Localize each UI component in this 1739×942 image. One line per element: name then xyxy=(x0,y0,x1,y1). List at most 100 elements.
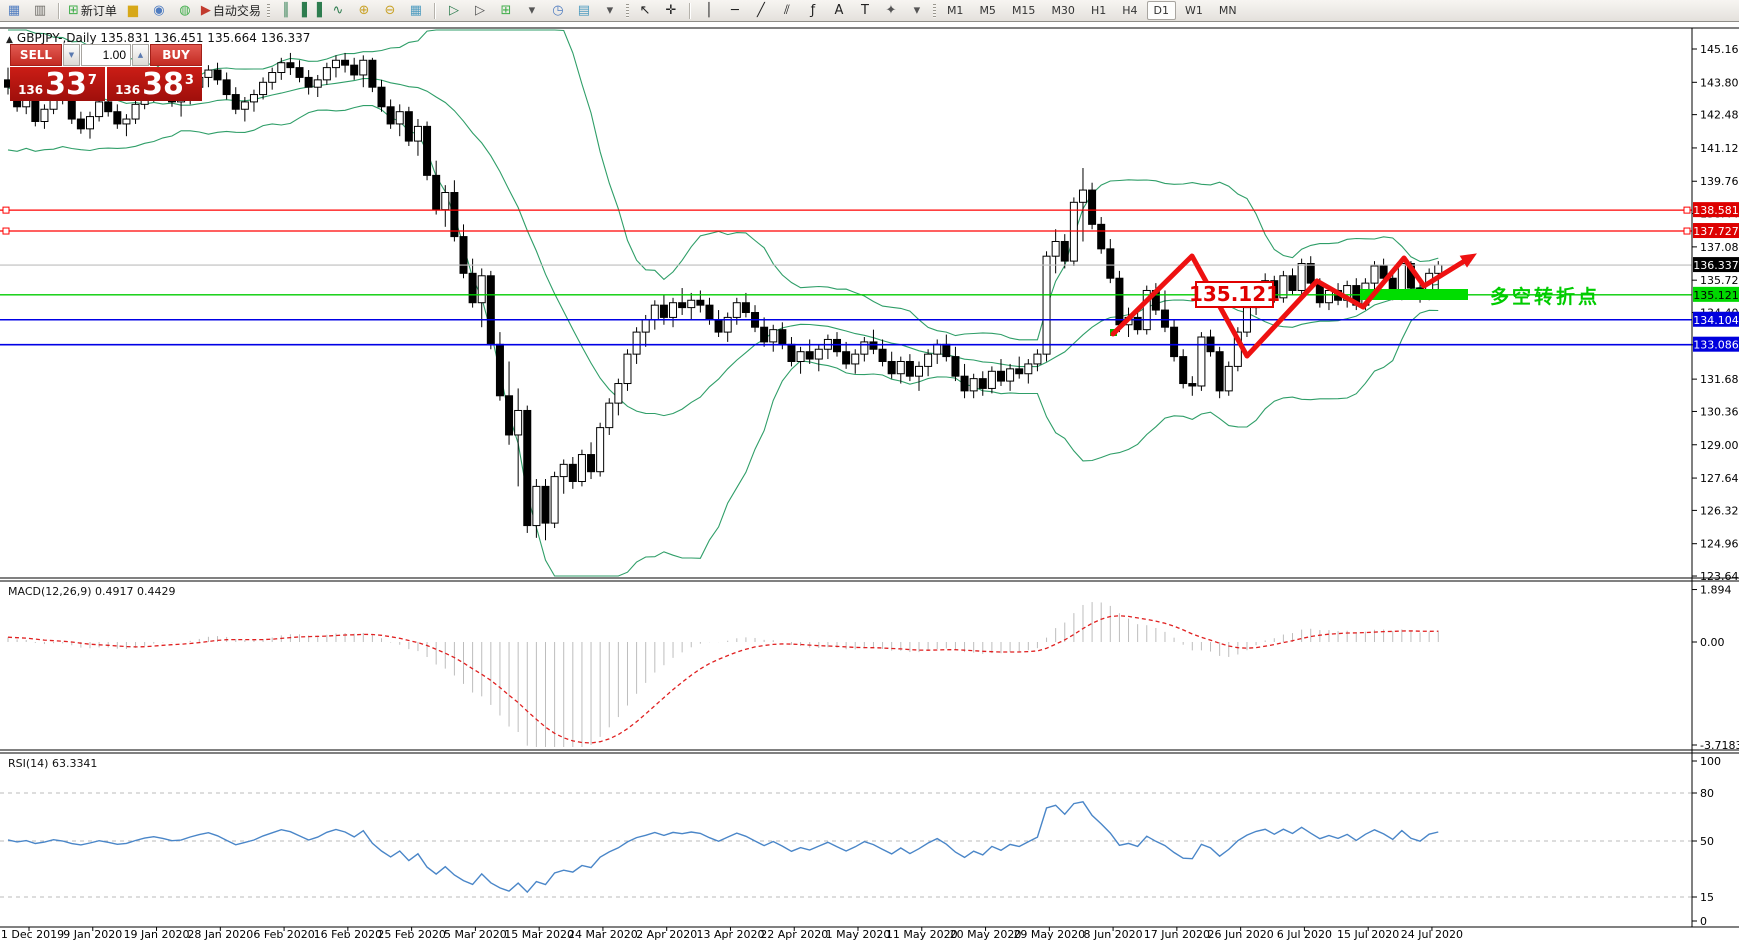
dropdown-caret-icon[interactable]: ▾ xyxy=(905,1,929,21)
timeframe-h4[interactable]: H4 xyxy=(1122,4,1138,17)
fibonacci-icon[interactable]: ƒ xyxy=(801,1,825,21)
shapes-icon[interactable]: ✦ xyxy=(879,1,903,21)
trendline-icon[interactable]: ╱ xyxy=(749,1,773,21)
date-label: 17 Jun 2020 xyxy=(1144,928,1210,941)
candlestick-chart-icon[interactable]: ▌▐ xyxy=(300,1,324,21)
chart-background xyxy=(0,22,1739,942)
macd-tick-label: 1.894 xyxy=(1700,584,1732,597)
period-clock-icon[interactable]: ◷ xyxy=(546,1,570,21)
line-handle xyxy=(2,206,10,214)
chart-shift-icon[interactable]: ▷ xyxy=(468,1,492,21)
trendline-icon: ╱ xyxy=(757,3,765,18)
dropdown-caret-icon: ▾ xyxy=(528,3,536,18)
toolbar-separator xyxy=(688,2,691,19)
crosshair-icon[interactable]: ✛ xyxy=(659,1,683,21)
collapse-arrow-icon[interactable]: ▲ xyxy=(6,35,13,45)
trend-zigzag-arrow[interactable] xyxy=(1110,253,1474,359)
toolbar-grip[interactable] xyxy=(932,3,936,18)
price-badge-label: 138.581 xyxy=(1693,204,1739,217)
arrowhead-icon xyxy=(1459,253,1477,268)
price-tick-label: 130.360 xyxy=(1700,405,1739,418)
toolbar-separator xyxy=(433,2,436,19)
date-label: 16 Feb 2020 xyxy=(314,928,382,941)
timeframe-d1[interactable]: D1 xyxy=(1146,1,1176,20)
date-label: 28 Jan 2020 xyxy=(187,928,253,941)
chart-title-text: GBPJPY-,Daily 135.831 136.451 135.664 13… xyxy=(16,31,311,45)
signals-icon[interactable]: ◍ xyxy=(173,1,197,21)
date-label: 31 Dec 2019 xyxy=(0,928,64,941)
text-label-icon[interactable]: T xyxy=(853,1,877,21)
chart-shift-icon: ▷ xyxy=(474,3,485,18)
timeframe-m5[interactable]: M5 xyxy=(979,4,996,17)
cn-annotation-text: 多空转折点 xyxy=(1490,285,1600,308)
timeframe-h1[interactable]: H1 xyxy=(1090,4,1107,17)
vertical-line-icon[interactable]: │ xyxy=(697,1,721,21)
sell-price[interactable]: 136 33 7 xyxy=(10,67,105,101)
date-label: 19 Jan 2020 xyxy=(124,928,190,941)
buy-price-big: 38 xyxy=(142,67,184,102)
bollinger-lower-line xyxy=(7,105,1439,577)
price-tick-label: 137.080 xyxy=(1700,241,1739,254)
text-icon[interactable]: A xyxy=(827,1,851,21)
equidistant-channel-icon: ⫽ xyxy=(784,3,790,18)
history-center-icon[interactable]: ▆ xyxy=(121,1,145,21)
new-order-button[interactable]: ⊞ 新订单 xyxy=(66,1,119,21)
zoom-out-icon[interactable]: ⊖ xyxy=(378,1,402,21)
date-label: 29 May 2020 xyxy=(1013,928,1085,941)
equidistant-channel-icon[interactable]: ⫽ xyxy=(775,1,799,21)
date-label: 2 Apr 2020 xyxy=(636,928,697,941)
toolbar-grip[interactable] xyxy=(625,3,629,18)
timeframe-m15[interactable]: M15 xyxy=(1011,4,1036,17)
price-badge-133.086 xyxy=(1693,336,1739,352)
timeframe-w1[interactable]: W1 xyxy=(1184,4,1203,17)
date-label: 26 Jun 2020 xyxy=(1208,928,1274,941)
horizontal-line-icon[interactable]: ─ xyxy=(723,1,747,21)
tile-windows-icon: ▦ xyxy=(409,3,423,18)
price-badge-label: 136.337 xyxy=(1693,259,1739,272)
bar-chart-icon[interactable]: ║ xyxy=(274,1,298,21)
volume-down-button[interactable]: ▼ xyxy=(63,44,80,66)
support-zone-bar[interactable] xyxy=(1360,289,1468,300)
sell-button[interactable]: SELL xyxy=(10,44,62,66)
date-label: 24 Mar 2020 xyxy=(568,928,638,941)
template-icon[interactable]: ▤ xyxy=(572,1,596,21)
volume-up-button[interactable]: ▲ xyxy=(132,44,149,66)
cursor-icon[interactable]: ↖ xyxy=(633,1,657,21)
charts-window-icon[interactable]: ▦ xyxy=(2,1,26,21)
toolbar-grip[interactable] xyxy=(266,3,270,18)
data-window-icon[interactable]: ▥ xyxy=(28,1,52,21)
price-tick-label: 143.800 xyxy=(1700,76,1739,89)
timeframe-m30[interactable]: M30 xyxy=(1051,4,1075,17)
dropdown-caret-icon[interactable]: ▾ xyxy=(598,1,622,21)
price-tick-label: 135.720 xyxy=(1700,274,1739,287)
price-tick-label: 145.160 xyxy=(1700,43,1739,56)
auto-arrange-icon: ▷ xyxy=(448,3,459,18)
metaeditor-icon[interactable]: ◉ xyxy=(147,1,171,21)
price-badge-135.121 xyxy=(1693,286,1739,302)
rsi-tick-label: 15 xyxy=(1700,891,1714,904)
sell-price-big: 33 xyxy=(45,67,87,102)
shapes-icon: ✦ xyxy=(885,3,897,18)
price-axis: 145.160143.800142.480141.120139.760138.4… xyxy=(1692,43,1739,928)
price-annotation-box[interactable] xyxy=(1195,281,1274,308)
add-indicator-icon[interactable]: ⊞ xyxy=(494,1,518,21)
timeframe-mn[interactable]: MN xyxy=(1218,4,1237,17)
auto-arrange-icon[interactable]: ▷ xyxy=(442,1,466,21)
buy-button[interactable]: BUY xyxy=(150,44,202,66)
line-chart-icon[interactable]: ∿ xyxy=(326,1,350,21)
volume-input[interactable] xyxy=(81,44,131,66)
rsi-label: RSI(14) 63.3341 xyxy=(8,757,98,770)
dropdown-caret-icon[interactable]: ▾ xyxy=(520,1,544,21)
price-badge-label: 133.086 xyxy=(1693,339,1739,352)
toolbar-separator xyxy=(58,2,60,19)
tile-windows-icon[interactable]: ▦ xyxy=(404,1,428,21)
sell-price-pip: 7 xyxy=(87,73,97,88)
zoom-in-icon[interactable]: ⊕ xyxy=(352,1,376,21)
buy-price[interactable]: 136 38 3 xyxy=(107,67,202,101)
timeframe-m1[interactable]: M1 xyxy=(946,4,964,17)
autotrading-button[interactable]: ▶ 自动交易 xyxy=(199,1,263,21)
bar-chart-icon: ║ xyxy=(282,3,290,18)
autotrading-button-label: 自动交易 xyxy=(212,3,261,18)
price-badge-137.727 xyxy=(1693,223,1739,239)
